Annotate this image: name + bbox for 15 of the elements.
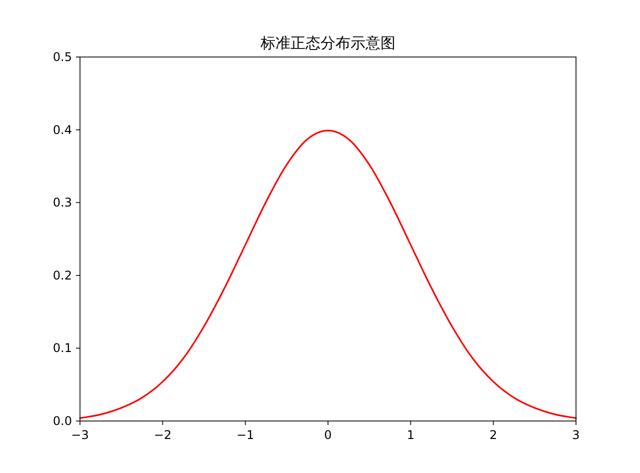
x-tick-label: 2 (490, 428, 498, 442)
x-tick-label: 0 (324, 428, 332, 442)
y-tick-label: 0.1 (52, 341, 72, 356)
y-tick-label: 0.3 (52, 196, 72, 210)
y-tick-label: 0.2 (52, 268, 72, 282)
x-tick-label: 3 (572, 428, 580, 442)
y-tick-label: 0.4 (52, 122, 72, 137)
x-tick-label: 1 (406, 428, 414, 442)
chart-title: 标准正态分布示意图 (260, 34, 396, 52)
y-tick-label: 0.5 (52, 50, 72, 64)
x-tick-label: −3 (71, 428, 89, 442)
x-tick-label: −1 (236, 428, 254, 442)
y-tick-label: 0.0 (52, 414, 72, 428)
line-series (79, 130, 577, 419)
x-tick-label: −2 (154, 428, 172, 442)
